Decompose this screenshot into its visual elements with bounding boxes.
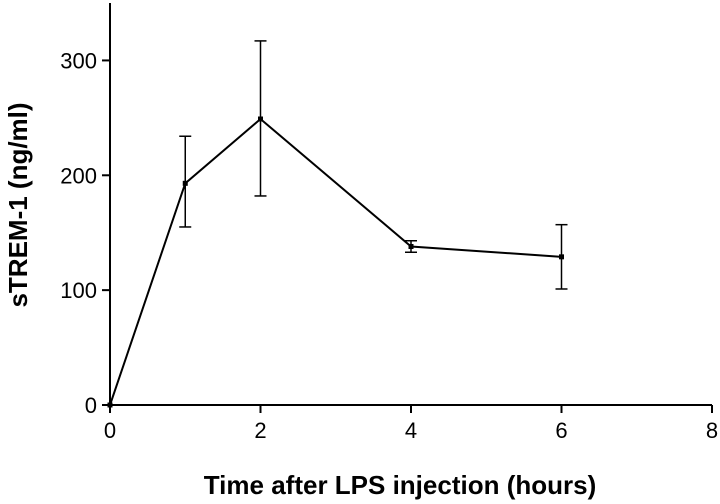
x-tick-label: 4 [405, 418, 417, 443]
data-series [107, 116, 564, 408]
data-point [258, 116, 263, 122]
axes [109, 3, 712, 406]
data-point [182, 180, 188, 186]
x-axis-title: Time after LPS injection (hours) [204, 470, 596, 500]
series-line [109, 117, 562, 406]
data-point [408, 243, 414, 249]
data-point [559, 254, 564, 260]
y-axis-title: sTREM-1 (ng/ml) [3, 102, 33, 307]
y-tick-label: 200 [60, 163, 97, 188]
x-tick-label: 8 [706, 418, 718, 443]
x-tick-label: 2 [254, 418, 266, 443]
x-tick-label: 0 [104, 418, 116, 443]
y-tick-label: 100 [60, 278, 97, 303]
error-bars [179, 40, 568, 290]
x-axis-ticks: 0 2 4 6 8 [104, 405, 718, 443]
y-tick-label: 0 [85, 393, 97, 418]
y-axis-ticks: 0 100 200 300 [60, 48, 110, 418]
y-tick-label: 300 [60, 48, 97, 73]
data-point [107, 402, 113, 408]
x-tick-label: 6 [555, 418, 567, 443]
